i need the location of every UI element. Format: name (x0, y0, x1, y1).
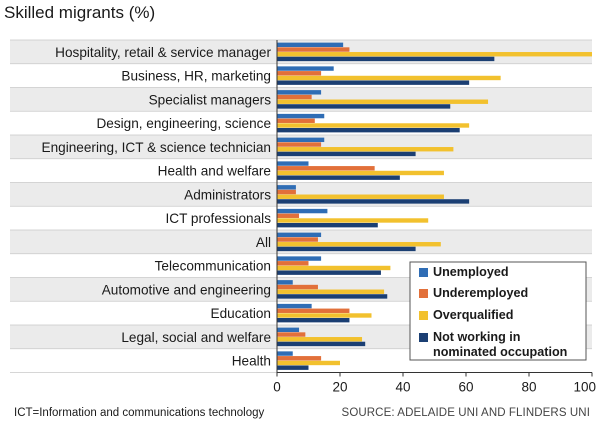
bar-not-working-in-nominated-occupation-education (277, 317, 350, 323)
category-label-health: Health (232, 354, 271, 369)
bar-unemployed-education (277, 303, 312, 309)
bar-not-working-in-nominated-occupation-business-hr-marketing (277, 80, 470, 85)
category-label-legal-social-and-welfare: Legal, social and welfare (121, 330, 271, 345)
category-label-telecommunication: Telecommunication (155, 259, 271, 274)
bar-not-working-in-nominated-occupation-design-engineering-science (277, 127, 460, 133)
bar-unemployed-health (277, 351, 293, 356)
bar-overqualified-ict-professionals (277, 218, 429, 223)
bar-not-working-in-nominated-occupation-all (277, 246, 416, 252)
bar-overqualified-automotive-and-engineering (277, 289, 385, 294)
row-bg-all (10, 230, 592, 254)
category-label-health-and-welfare: Health and welfare (158, 164, 271, 179)
legend-swatch-overqualified (419, 311, 428, 320)
legend-label-underemployed: Underemployed (433, 286, 528, 300)
source-note: SOURCE: ADELAIDE UNI AND FLINDERS UNI (341, 407, 590, 419)
category-label-hospitality-retail-service-manager: Hospitality, retail & service manager (55, 45, 271, 60)
bar-unemployed-all (277, 232, 322, 238)
legend-swatch-underemployed (419, 289, 428, 298)
x-tick-label-100: 100 (573, 380, 596, 395)
bar-underemployed-business-hr-marketing (277, 71, 322, 76)
bar-overqualified-business-hr-marketing (277, 75, 501, 81)
category-label-design-engineering-science: Design, engineering, science (96, 116, 271, 131)
category-label-engineering-ict-science-technician: Engineering, ICT & science technician (42, 140, 271, 155)
bar-unemployed-administrators (277, 185, 296, 190)
bar-unemployed-telecommunication (277, 256, 322, 261)
x-tick-label-80: 80 (521, 380, 536, 395)
bar-not-working-in-nominated-occupation-health-and-welfare (277, 175, 400, 180)
legend-box (409, 261, 587, 361)
bars (277, 42, 592, 370)
bar-not-working-in-nominated-occupation-automotive-and-engineering (277, 294, 388, 299)
legend: Unemployed Underemployed Overqualified Not … (409, 261, 587, 361)
bar-overqualified-health (277, 360, 340, 366)
bar-unemployed-engineering-ict-science-technician (277, 137, 325, 143)
bar-not-working-in-nominated-occupation-telecommunication (277, 270, 381, 275)
bar-not-working-in-nominated-occupation-legal-social-and-welfare (277, 341, 366, 347)
bar-overqualified-education (277, 313, 372, 318)
bar-overqualified-telecommunication (277, 265, 391, 271)
category-label-all: All (256, 235, 271, 250)
bar-unemployed-business-hr-marketing (277, 66, 334, 71)
bar-unemployed-health-and-welfare (277, 161, 309, 166)
legend-swatch-unemployed (419, 268, 428, 277)
bar-overqualified-administrators (277, 194, 444, 199)
bar-underemployed-education (277, 308, 350, 313)
x-tick-label-60: 60 (458, 380, 473, 395)
footnote: ICT=Information and communications techn… (14, 407, 265, 419)
bar-underemployed-health (277, 356, 322, 361)
x-tick-label-20: 20 (332, 380, 347, 395)
bar-underemployed-telecommunication (277, 261, 309, 266)
row-bg-ict-professionals (10, 206, 592, 230)
bar-overqualified-engineering-ict-science-technician (277, 147, 454, 152)
bar-underemployed-legal-social-and-welfare (277, 332, 306, 337)
bar-unemployed-hospitality-retail-service-manager (277, 42, 344, 48)
bar-not-working-in-nominated-occupation-ict-professionals (277, 222, 378, 228)
bar-not-working-in-nominated-occupation-hospitality-retail-service-manager (277, 56, 495, 62)
bar-underemployed-ict-professionals (277, 213, 300, 218)
bar-not-working-in-nominated-occupation-administrators (277, 199, 470, 204)
bar-underemployed-specialist-managers (277, 94, 312, 100)
legend-label-not-working-in-nominated-occupation: Not working in nominated occupation (433, 330, 567, 359)
category-label-administrators: Administrators (184, 187, 271, 202)
bar-overqualified-all (277, 242, 441, 247)
legend-label-overqualified: Overqualified (433, 308, 513, 322)
bar-underemployed-health-and-welfare (277, 166, 375, 171)
x-tick-label-0: 0 (273, 380, 281, 395)
bar-underemployed-automotive-and-engineering (277, 284, 318, 290)
bar-unemployed-ict-professionals (277, 208, 328, 214)
category-label-specialist-managers: Specialist managers (149, 92, 272, 107)
bar-unemployed-automotive-and-engineering (277, 280, 293, 285)
category-label-ict-professionals: ICT professionals (165, 211, 271, 226)
category-label-education: Education (211, 306, 271, 321)
bar-underemployed-engineering-ict-science-technician (277, 142, 322, 147)
bar-underemployed-hospitality-retail-service-manager (277, 47, 350, 52)
bar-unemployed-legal-social-and-welfare (277, 327, 300, 333)
bar-overqualified-health-and-welfare (277, 170, 444, 176)
legend-label-unemployed: Unemployed (433, 265, 509, 279)
bar-overqualified-specialist-managers (277, 99, 489, 104)
row-bg-engineering-ict-science-technician (10, 135, 592, 159)
legend-swatch-not-working-in-nominated-occupation (419, 333, 428, 342)
x-tick-label-40: 40 (395, 380, 410, 395)
category-label-automotive-and-engineering: Automotive and engineering (102, 282, 271, 297)
bar-not-working-in-nominated-occupation-health (277, 365, 309, 370)
category-label-business-hr-marketing: Business, HR, marketing (121, 69, 271, 84)
bar-unemployed-specialist-managers (277, 90, 322, 95)
chart-title: Skilled migrants (%) (4, 3, 156, 22)
bar-underemployed-design-engineering-science (277, 118, 315, 123)
bar-overqualified-legal-social-and-welfare (277, 337, 363, 342)
row-bg-health-and-welfare (10, 158, 592, 183)
bar-overqualified-hospitality-retail-service-manager (277, 52, 592, 57)
x-axis: 0 20 40 60 80 100 (273, 40, 596, 395)
bar-not-working-in-nominated-occupation-specialist-managers (277, 104, 451, 109)
bar-overqualified-design-engineering-science (277, 123, 470, 128)
bar-unemployed-design-engineering-science (277, 113, 325, 119)
category-labels: Hospitality, retail & service manager Bus… (42, 45, 272, 369)
bar-underemployed-all (277, 237, 318, 242)
bar-underemployed-administrators (277, 189, 296, 195)
bar-not-working-in-nominated-occupation-engineering-ict-science-technician (277, 151, 416, 157)
